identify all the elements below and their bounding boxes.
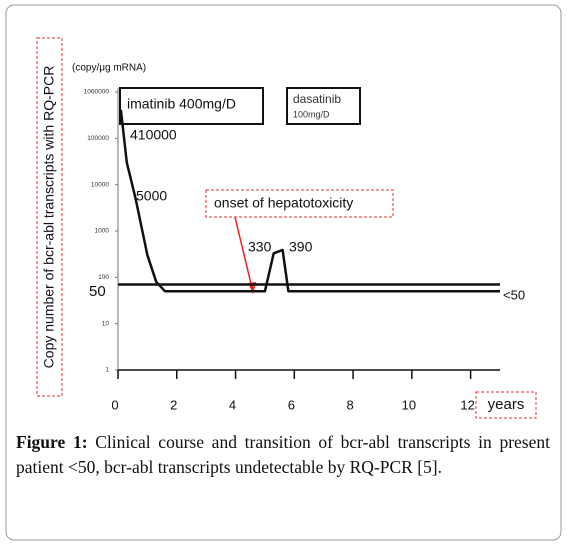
y-label-box <box>36 37 63 397</box>
caption-text: Clinical course and transition of bcr-ab… <box>16 432 550 477</box>
x-tick-label: 12 <box>460 397 474 412</box>
annotation: 330 <box>248 239 272 255</box>
annotation: 5000 <box>136 188 167 204</box>
y-tick-label: 100 <box>98 274 109 281</box>
y-tick-label: 1000000 <box>84 89 110 96</box>
arrow <box>234 216 253 289</box>
y-tick-label: 10000 <box>91 181 109 188</box>
annotation: 390 <box>289 239 313 255</box>
annotation: imatinib 400mg/D <box>127 96 236 112</box>
annotation: 410000 <box>130 127 177 143</box>
figure-border <box>5 4 562 541</box>
annotation: <50 <box>503 287 525 302</box>
y-tick-label: 10 <box>102 320 110 327</box>
x-tick-label: 2 <box>170 397 177 412</box>
x-label-box <box>475 391 537 419</box>
x-tick-label: 0 <box>111 397 118 412</box>
series-line <box>119 109 500 293</box>
x-axis-label: years <box>488 396 525 413</box>
caption-label: Figure 1: <box>16 432 88 452</box>
imatinib-box <box>119 87 264 125</box>
x-tick-label: 4 <box>229 397 236 412</box>
x-tick-label: 6 <box>288 397 295 412</box>
x-tick-label: 8 <box>346 397 353 412</box>
y-tick-label: 100000 <box>87 135 109 142</box>
y-axis-label: Copy number of bcr-abl transcripts with … <box>41 66 57 369</box>
dasatinib-box <box>286 87 361 125</box>
annotation: 100mg/D <box>293 109 330 119</box>
y-tick-label: 1000 <box>95 228 110 235</box>
annotation: onset of hepatotoxicity <box>214 195 353 211</box>
caption: Figure 1: Clinical course and transition… <box>16 430 550 480</box>
onset-box <box>205 189 394 218</box>
annotation: 50 <box>89 283 106 300</box>
y-tick-label: 1 <box>105 367 109 374</box>
x-tick-label: 10 <box>402 397 416 412</box>
annotation: dasatinib <box>293 92 341 106</box>
unit-label: (copy/μg mRNA) <box>72 63 146 74</box>
